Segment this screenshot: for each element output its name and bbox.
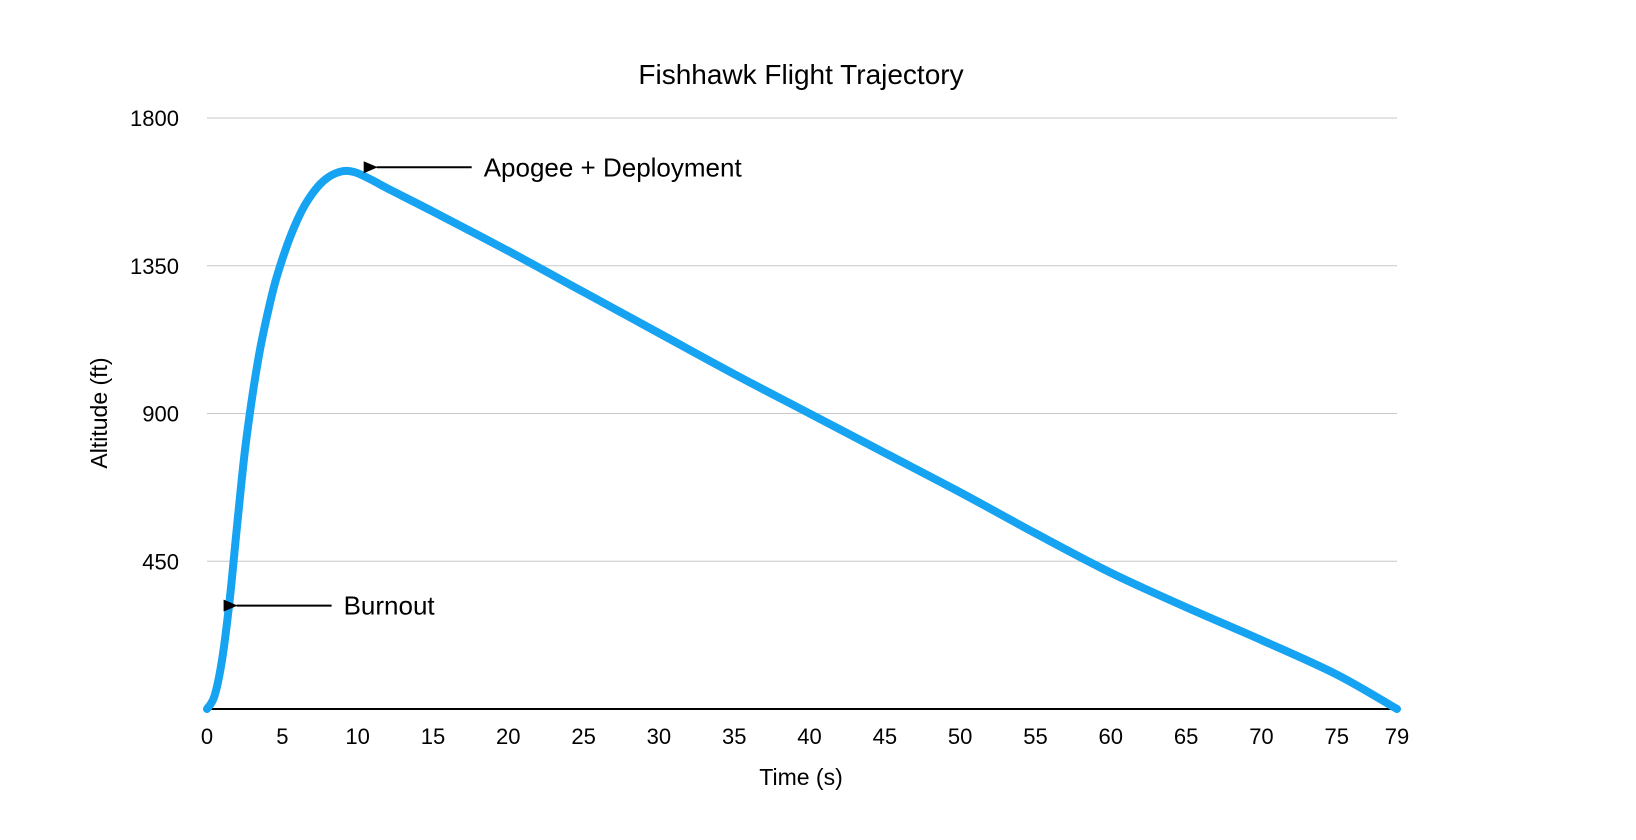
y-tick-labels: 450 900 1350 1800 — [130, 106, 179, 574]
x-tick-label: 30 — [647, 724, 671, 749]
y-tick-label: 1800 — [130, 106, 179, 131]
y-axis-label: Altitude (ft) — [86, 357, 112, 468]
series-line — [203, 166, 1401, 713]
y-tick-label: 900 — [142, 402, 179, 427]
x-tick-labels: 0 5 10 15 20 25 30 35 40 45 50 55 60 65 70 75 79 — [201, 724, 1409, 749]
annotation-label: Apogee + Deployment — [484, 152, 743, 182]
annotation-label: Burnout — [344, 591, 436, 621]
x-tick-label: 0 — [201, 724, 213, 749]
chart-title: Fishhawk Flight Trajectory — [638, 59, 963, 90]
x-tick-label: 79 — [1385, 724, 1409, 749]
x-tick-label: 55 — [1023, 724, 1047, 749]
series-group — [203, 166, 1401, 713]
x-tick-label: 75 — [1325, 724, 1349, 749]
gridlines — [207, 117, 1397, 562]
annotations: Apogee + Deployment Burnout — [223, 152, 743, 621]
x-tick-label: 5 — [276, 724, 288, 749]
y-tick-label: 450 — [142, 549, 179, 574]
x-tick-label: 40 — [797, 724, 821, 749]
y-tick-label: 1350 — [130, 254, 179, 279]
x-axis-label: Time (s) — [759, 764, 842, 790]
x-tick-label: 25 — [571, 724, 595, 749]
x-tick-label: 20 — [496, 724, 520, 749]
x-tick-label: 15 — [421, 724, 445, 749]
x-tick-label: 65 — [1174, 724, 1198, 749]
x-tick-label: 60 — [1099, 724, 1123, 749]
x-tick-label: 50 — [948, 724, 972, 749]
x-tick-label: 70 — [1249, 724, 1273, 749]
x-tick-label: 10 — [345, 724, 369, 749]
x-tick-label: 45 — [873, 724, 897, 749]
x-tick-label: 35 — [722, 724, 746, 749]
